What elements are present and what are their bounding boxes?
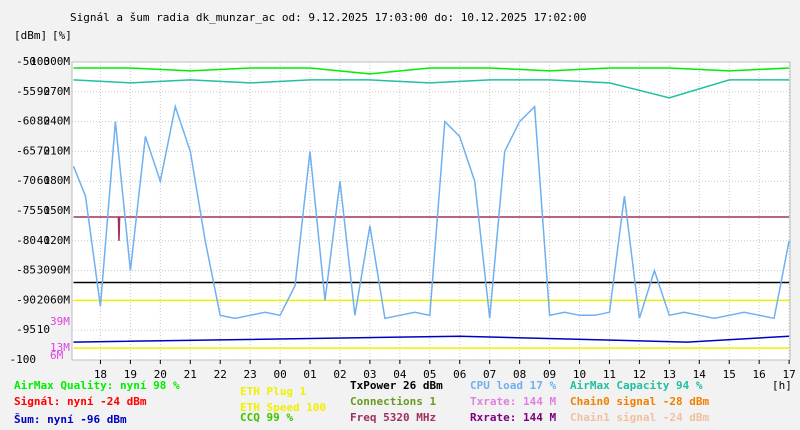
legend-entry: AirMax Capacity 94 %	[570, 379, 703, 392]
x-tick-label: 03	[363, 368, 376, 381]
legend-entry: Freq 5320 MHz	[350, 411, 436, 424]
annotation: 13M	[50, 341, 70, 354]
legend-entry: Chain0 signal -28 dBm	[570, 395, 709, 408]
x-tick-label: 11	[603, 368, 616, 381]
y2-tick-label: 10	[37, 323, 50, 336]
chart-title: Signál a šum radia dk_munzar_ac od: 9.12…	[70, 11, 587, 24]
y2-tick-label: 60	[37, 174, 50, 187]
x-tick-label: 21	[184, 368, 197, 381]
y3-tick-label: 240M	[44, 115, 71, 128]
x-tick-label: 20	[154, 368, 167, 381]
series-line	[73, 335, 790, 343]
y2-tick-label: 80	[37, 115, 50, 128]
x-tick-label: 16	[753, 368, 766, 381]
y2-unit: [%]	[52, 29, 72, 42]
y-tick-label: -100	[10, 353, 37, 366]
annotation: 6M	[50, 349, 64, 362]
y-tick-label: -80	[16, 234, 36, 247]
legend-entry: ETH Plug 1	[240, 385, 307, 398]
y2-tick-label: 30	[37, 264, 50, 277]
y2-tick-label: 90	[37, 85, 50, 98]
legend-entry: Šum: nyní -96 dBm	[14, 413, 127, 426]
x-tick-label: 17	[782, 368, 795, 381]
y3-tick-label: 270M	[44, 85, 71, 98]
x-tick-label: 23	[244, 368, 257, 381]
x-tick-label: 01	[303, 368, 316, 381]
legend-entry: Chain1 signal -24 dBm	[570, 411, 709, 424]
series-line	[73, 216, 790, 241]
x-tick-label: 08	[513, 368, 526, 381]
x-tick-label: 06	[453, 368, 466, 381]
legend-entry: AirMax Quality: nyní 98 %	[14, 379, 180, 392]
x-tick-label: 13	[663, 368, 676, 381]
legend-entry: Txrate: 144 M	[470, 395, 556, 408]
legend-entry: CCQ 99 %	[240, 411, 293, 424]
y3-tick-label: 300M	[44, 55, 71, 68]
series-line	[73, 67, 790, 75]
x-tick-label: 12	[633, 368, 646, 381]
x-tick-label: 22	[214, 368, 227, 381]
legend-entry: Rxrate: 144 M	[470, 411, 556, 424]
x-tick-label: 00	[273, 368, 286, 381]
legend-entry: ETH Speed 100	[240, 401, 326, 414]
legend-entry: Connections 1	[350, 395, 436, 408]
y-tick-label: -95	[16, 323, 36, 336]
y-tick-label: -85	[16, 264, 36, 277]
x-tick-label: 09	[543, 368, 556, 381]
y3-tick-label: 90M	[50, 264, 70, 277]
x-tick-label: 18	[94, 368, 107, 381]
y-tick-label: -90	[16, 293, 36, 306]
legend-entry: Signál: nyní -24 dBm	[14, 395, 147, 408]
legend-entry: TxPower 26 dBm	[350, 379, 443, 392]
y2-tick-label: 70	[37, 144, 50, 157]
y2-tick-label: 100	[30, 55, 50, 68]
y-tick-label: -55	[16, 85, 36, 98]
series-line	[72, 103, 790, 320]
y-tick-label: -60	[16, 115, 36, 128]
x-unit: [h]	[772, 379, 792, 392]
y-unit: [dBm]	[14, 29, 47, 42]
x-tick-label: 04	[393, 368, 407, 381]
y2-tick-label: 40	[37, 234, 50, 247]
y2-tick-label: 50	[37, 204, 50, 217]
x-tick-label: 07	[483, 368, 496, 381]
x-tick-label: 10	[573, 368, 586, 381]
y3-tick-label: 210M	[44, 144, 71, 157]
y3-tick-label: 180M	[44, 174, 71, 187]
y-tick-label: -70	[16, 174, 36, 187]
y3-tick-label: 150M	[44, 204, 71, 217]
y-tick-label: -65	[16, 144, 36, 157]
y2-tick-label: 20	[37, 293, 50, 306]
x-tick-label: 19	[124, 368, 137, 381]
x-tick-label: 05	[423, 368, 436, 381]
x-tick-label: 14	[693, 368, 707, 381]
series-line	[73, 79, 790, 99]
plot-area	[71, 61, 791, 361]
annotation: 39M	[50, 315, 70, 328]
x-tick-label: 02	[333, 368, 346, 381]
y3-tick-label: 60M	[50, 293, 70, 306]
y-tick-label: -75	[16, 204, 36, 217]
x-tick-label: 15	[723, 368, 736, 381]
y-tick-label: -50	[16, 55, 36, 68]
legend-entry: CPU load 17 %	[470, 379, 556, 392]
y3-tick-label: 120M	[44, 234, 71, 247]
